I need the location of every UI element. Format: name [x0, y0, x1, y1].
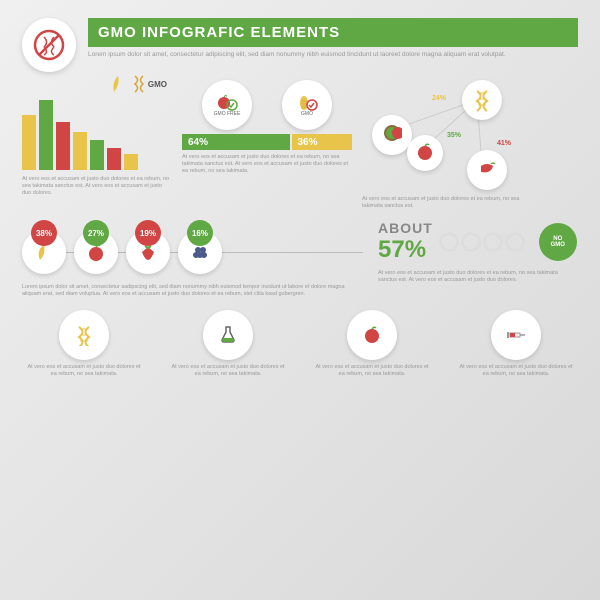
fruit-pct: 27%: [83, 220, 109, 246]
about-block: ABOUT 57% NOGMO At vero eos et accusam e…: [378, 220, 578, 298]
dna-node: [462, 80, 502, 120]
grape-circle: 16%: [178, 230, 222, 274]
apple-node: [407, 135, 443, 171]
fruit-pct: 19%: [135, 220, 161, 246]
about-lorem: At vero eos et accusam et justo duo dolo…: [378, 270, 578, 284]
gmo-free-circle: GMO FREE: [202, 80, 252, 130]
icon-row: At vero eos et accusam et justo duo dolo…: [22, 310, 578, 378]
compare-lorem: At vero eos et accusam et justo duo dolo…: [182, 154, 352, 175]
network-diagram: At vero eos et accusam et justo duo dolo…: [362, 80, 532, 210]
network-pct: 24%: [432, 95, 446, 102]
fruit-pct: 16%: [187, 220, 213, 246]
apple-icon: [347, 310, 397, 360]
compare-block: GMO FREE GMO 64% 36% At vero eos et accu…: [182, 80, 352, 210]
about-pct: 57%: [378, 236, 433, 264]
subtitle: Lorem ipsum dolor sit amet, consectetur …: [88, 51, 578, 59]
bar: [22, 115, 36, 170]
compare-left-bar: 64%: [182, 134, 290, 150]
bar: [124, 154, 138, 170]
gmo-circle: GMO: [282, 80, 332, 130]
network-lorem: At vero eos et accusam et justo duo dolo…: [362, 196, 532, 210]
fruit-percentages: 38%27%19%16% Lorem ipsum dolor sit amet,…: [22, 220, 363, 298]
corn-check-icon: [296, 93, 318, 111]
bar: [39, 100, 53, 170]
barchart-lorem: At vero eos et accusam et justo duo dolo…: [22, 176, 172, 197]
no-gmo-badge: NOGMO: [539, 223, 577, 261]
row3-item: At vero eos et accusam et justo duo dolo…: [456, 310, 576, 378]
pepper-node: [467, 150, 507, 190]
donut-row: [439, 232, 525, 252]
network-pct: 35%: [447, 132, 461, 139]
bar: [56, 122, 70, 170]
bar: [73, 132, 87, 170]
strawberry-circle: 19%: [126, 230, 170, 274]
banana-circle: 38%: [22, 230, 66, 274]
syringe-icon: [491, 310, 541, 360]
compare-right-bar: 36%: [292, 134, 353, 150]
dna-icon: [132, 74, 146, 94]
row3-item: At vero eos et accusam et justo duo dolo…: [312, 310, 432, 378]
row3-item: At vero eos et accusam et justo duo dolo…: [24, 310, 144, 378]
kiwi-node: [372, 115, 412, 155]
dna-ban-icon: [22, 18, 76, 72]
bar: [107, 148, 121, 170]
flask-icon: [203, 310, 253, 360]
network-pct: 41%: [497, 140, 511, 147]
apple-check-icon: [216, 93, 238, 111]
gmo-banana-label: GMO: [110, 72, 167, 96]
apple-circle: 27%: [74, 230, 118, 274]
fruits-lorem: Lorem ipsum dolor sit amet, consectetur …: [22, 284, 363, 298]
banana-icon: [110, 72, 130, 96]
about-title: ABOUT: [378, 220, 433, 236]
header: GMO INFOGRAFIC ELEMENTS Lorem ipsum dolo…: [22, 18, 578, 72]
page-title: GMO INFOGRAFIC ELEMENTS: [88, 18, 578, 47]
row3-item: At vero eos et accusam et justo duo dolo…: [168, 310, 288, 378]
bar: [90, 140, 104, 170]
fruit-pct: 38%: [31, 220, 57, 246]
dna-icon: [59, 310, 109, 360]
bar-chart: GMO At vero eos et accusam et justo duo …: [22, 80, 172, 210]
